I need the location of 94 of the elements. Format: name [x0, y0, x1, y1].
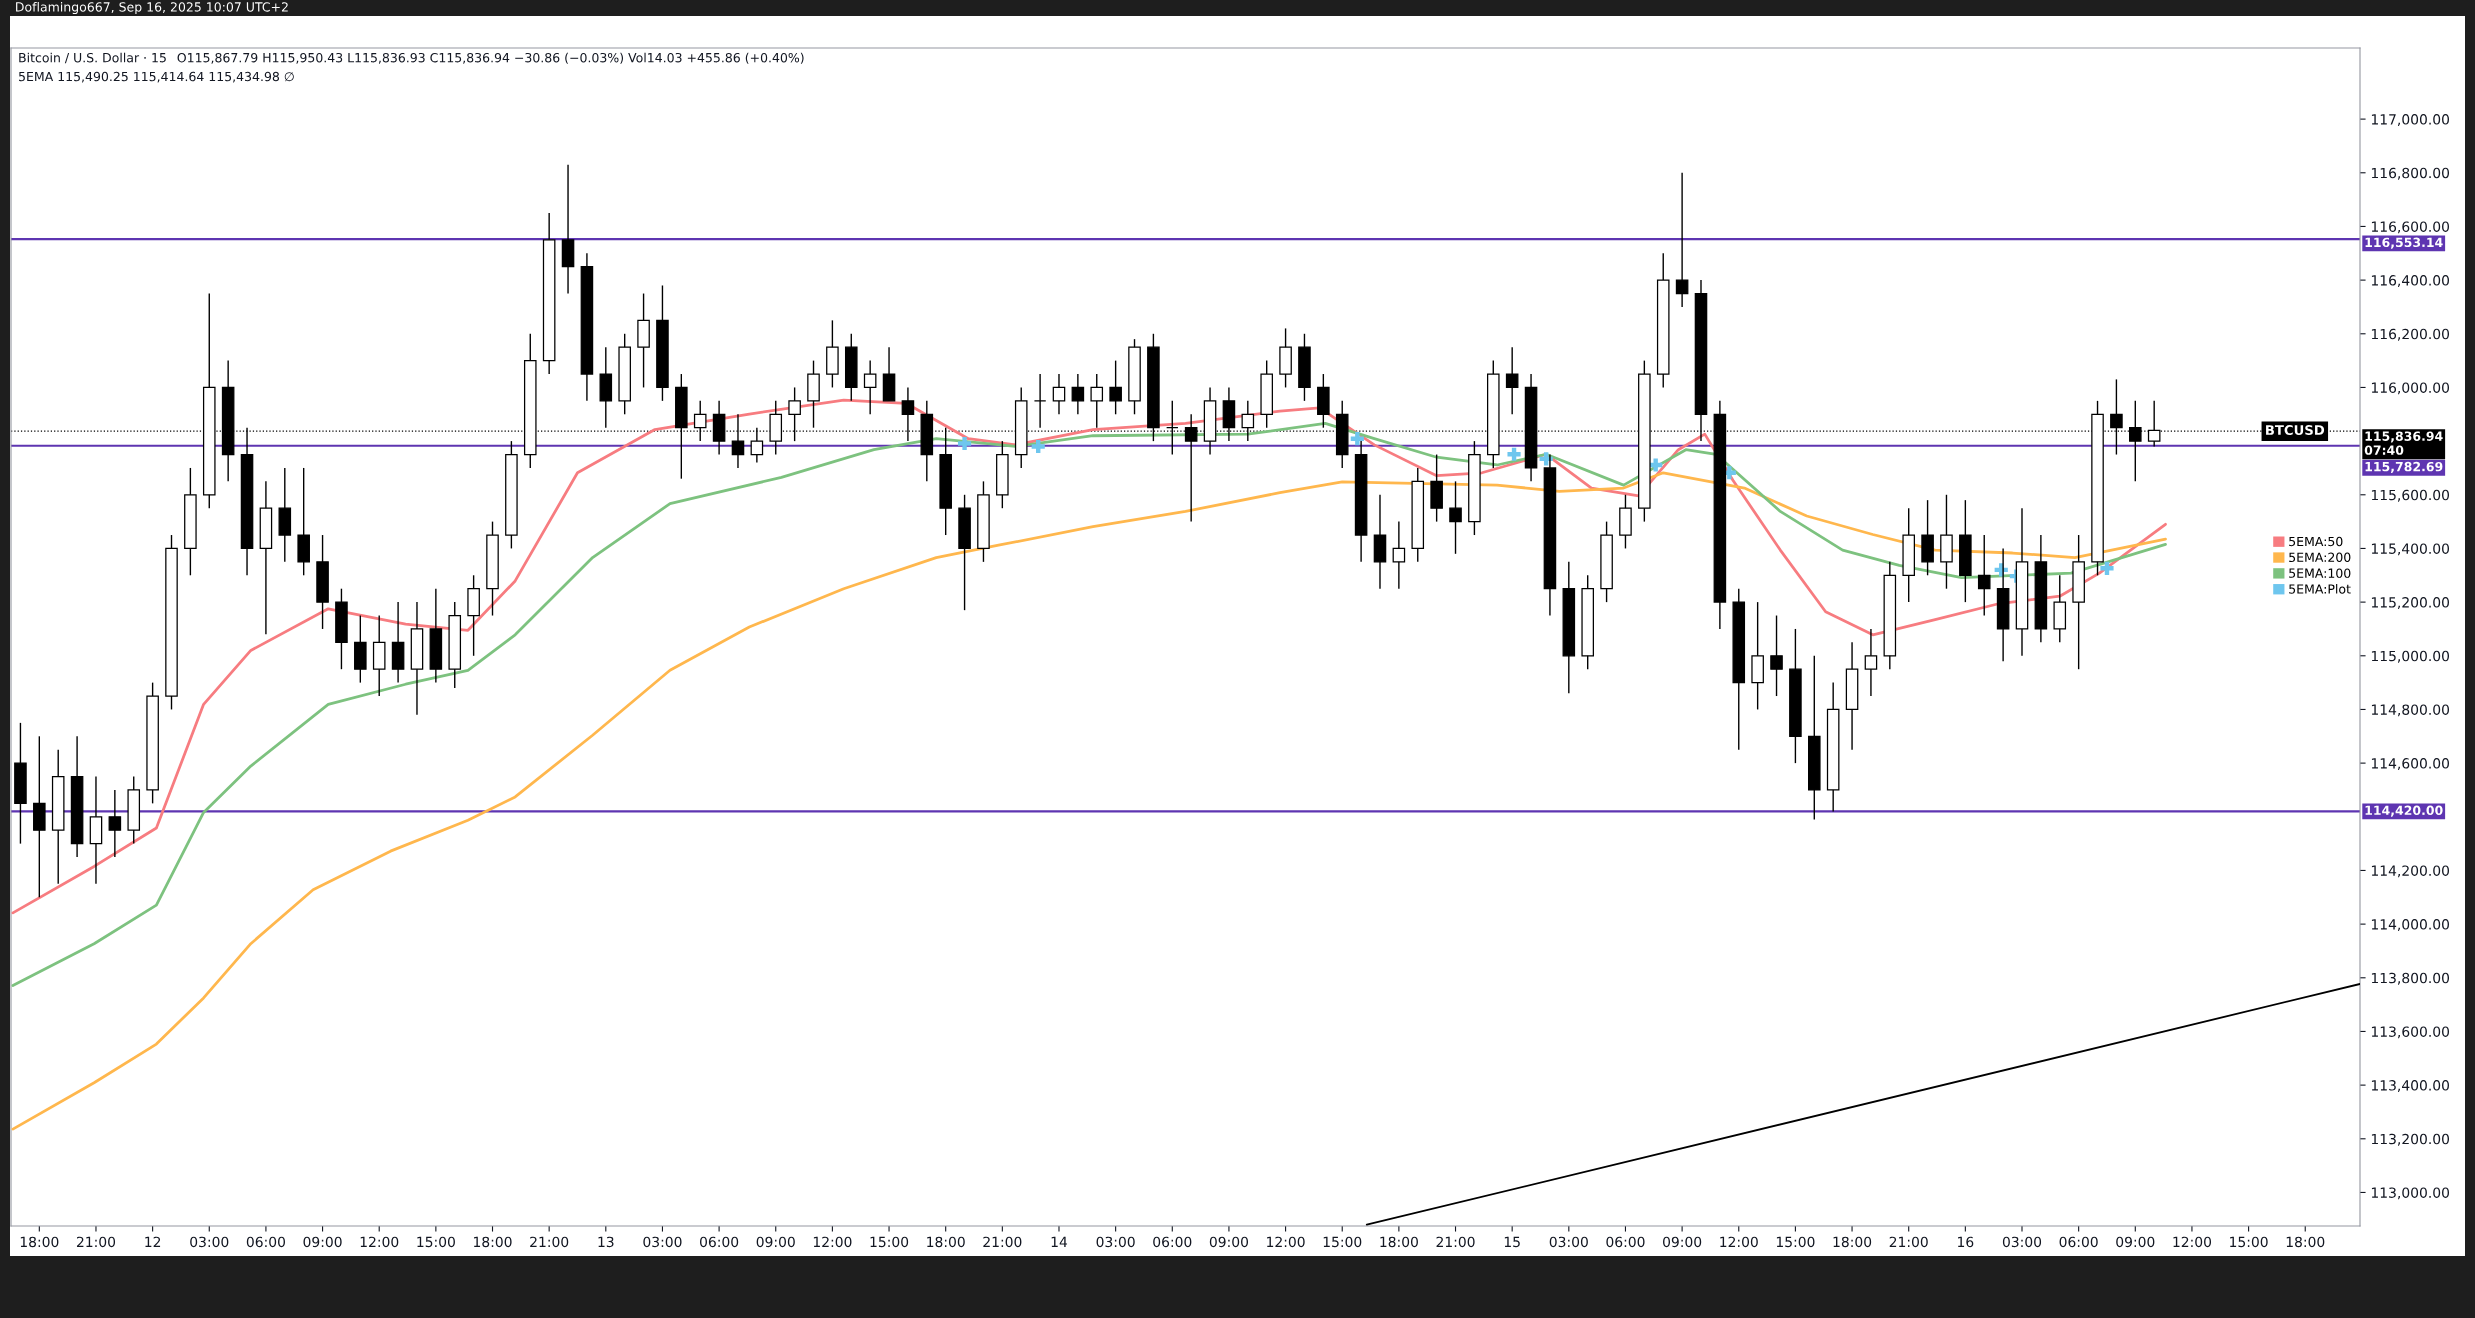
x-tick-label: 09:00: [2116, 1236, 2155, 1248]
candlestick: [1090, 373, 1104, 429]
point: [2100, 561, 2114, 575]
x-tick-label: 18:00: [927, 1236, 965, 1248]
y-tick-label: 117,000.00: [2371, 114, 2450, 126]
y-tick-label: 115,000.00: [2371, 650, 2450, 663]
x-tick-label: 12: [145, 1236, 161, 1247]
x-tick-label: 06:00: [246, 1236, 286, 1248]
y-tick-label: 116,400.00: [2371, 275, 2450, 287]
x-tick-label: 15:00: [417, 1236, 455, 1248]
y-tick-label: 113,200.00: [2371, 1133, 2450, 1146]
x-tick-label: 18:00: [1380, 1236, 1418, 1248]
x-tick-label: 16: [1958, 1236, 1974, 1248]
x-tick-label: 15: [1504, 1236, 1520, 1248]
candlestick: [1052, 373, 1066, 415]
x-tick-label: 06:00: [1153, 1236, 1192, 1248]
y-tick-label: 114,200.00: [2371, 865, 2450, 878]
x-tick-label: 12:00: [813, 1236, 852, 1248]
y-tick-label: 116,000.00: [2371, 382, 2450, 395]
x-tick-label: 06:00: [700, 1236, 739, 1248]
candlestick: [1071, 373, 1085, 415]
x-tick-label: 15:00: [870, 1236, 909, 1248]
legend-label: 5EMA:50: [2289, 536, 2343, 547]
candlestick: [863, 359, 877, 415]
y-tick-label: 116,800.00: [2371, 167, 2450, 180]
candlestick: [1977, 534, 1991, 617]
ref-line-label: 115,782.69: [2365, 461, 2443, 473]
chart-title: Bitcoin / U.S. Dollar · 15: [19, 52, 166, 64]
y-tick-label: 114,600.00: [2371, 758, 2450, 771]
x-tick-label: 12:00: [1267, 1236, 1305, 1248]
y-tick-label: 116,600.00: [2371, 221, 2450, 234]
text: Doflamingo667, Sep 16, 2025 10:07 UTC+2: [16, 1, 288, 15]
legend-label: 5EMA:200: [2289, 552, 2351, 563]
candlestick: [1392, 520, 1406, 590]
x-tick-label: 12:00: [360, 1236, 399, 1248]
x-tick-label: 09:00: [1663, 1236, 1702, 1248]
ref-line-label: 116,553.14: [2365, 237, 2443, 249]
candlestick: [1505, 346, 1519, 415]
y-tick-label: 113,400.00: [2371, 1080, 2450, 1093]
x-tick-label: 18:00: [2286, 1236, 2325, 1248]
candlestick: [1109, 359, 1122, 415]
point: [1350, 432, 1364, 446]
point: [1507, 447, 1521, 461]
x-tick-label: 13: [598, 1236, 614, 1248]
annotation: BTCUSD: [2266, 425, 2325, 436]
x-tick-label: 18:00: [20, 1236, 59, 1248]
y-tick-label: 115,400.00: [2371, 543, 2450, 556]
x-tick-label: 21:00: [983, 1236, 1022, 1248]
x-tick-label: 09:00: [303, 1236, 342, 1248]
candlestick: [1675, 172, 1689, 308]
point: [1649, 458, 1663, 472]
y-tick-label: 113,600.00: [2371, 1026, 2450, 1039]
ref-line-label: 114,420.00: [2365, 805, 2443, 817]
x-tick-label: 14: [1051, 1236, 1068, 1247]
candlestick: [1770, 614, 1783, 697]
x-tick-label: 03:00: [2002, 1236, 2042, 1248]
candlestick: [1449, 480, 1462, 555]
x-tick-label: 03:00: [1096, 1236, 1135, 1248]
x-tick-label: 18:00: [474, 1236, 512, 1248]
x-tick-label: 15:00: [2230, 1236, 2268, 1248]
legend-label: 5EMA:Plot: [2289, 584, 2351, 594]
point: [957, 436, 972, 451]
y-tick-label: 113,800.00: [2371, 972, 2450, 985]
x-tick-label: 06:00: [1606, 1236, 1645, 1248]
y-tick-label: 114,000.00: [2371, 919, 2450, 932]
y-tick-label: 116,200.00: [2371, 328, 2450, 341]
x-tick-label: 18:00: [1833, 1236, 1872, 1248]
y-tick-label: 114,800.00: [2371, 704, 2450, 717]
y-tick-label: 115,600.00: [2371, 489, 2450, 502]
x-tick-label: 03:00: [1549, 1236, 1588, 1248]
annotation: O115,867.79 H115,950.43 L115,836.93 C115,836.94 −30.86 (−0.03%) Vol14.03 +455.86 (+0.40%): [177, 52, 804, 64]
x-tick-label: 15:00: [1776, 1236, 1815, 1248]
x-tick-label: 09:00: [1209, 1236, 1249, 1248]
y-tick-label: 115,200.00: [2371, 597, 2450, 610]
x-tick-label: 21:00: [1889, 1236, 1928, 1248]
x-tick-label: 09:00: [756, 1236, 795, 1248]
x-tick-label: 12:00: [1720, 1236, 1758, 1248]
x-tick-label: 21:00: [530, 1236, 569, 1248]
candlestick: [1864, 628, 1878, 697]
x-tick-label: 21:00: [1436, 1236, 1475, 1248]
y-tick-label: 113,000.00: [2371, 1187, 2450, 1200]
point: [1031, 439, 1045, 454]
annotation: 5EMA 115,490.25 115,414.64 115,434.98 ∅: [19, 71, 294, 83]
line-series: [11, 422, 2167, 987]
x-tick-label: 15:00: [1323, 1236, 1362, 1248]
ref-line-label: 115,836.94 07:40: [2364, 431, 2443, 455]
x-tick-label: 21:00: [76, 1236, 116, 1248]
candlestick: [1033, 373, 1047, 429]
candlestick: [108, 789, 122, 858]
x-tick-label: 03:00: [643, 1236, 682, 1248]
x-tick-label: 03:00: [190, 1236, 229, 1248]
legend-label: 5EMA:100: [2289, 568, 2351, 578]
x-tick-label: 12:00: [2173, 1236, 2212, 1248]
x-tick-label: 06:00: [2059, 1236, 2098, 1248]
